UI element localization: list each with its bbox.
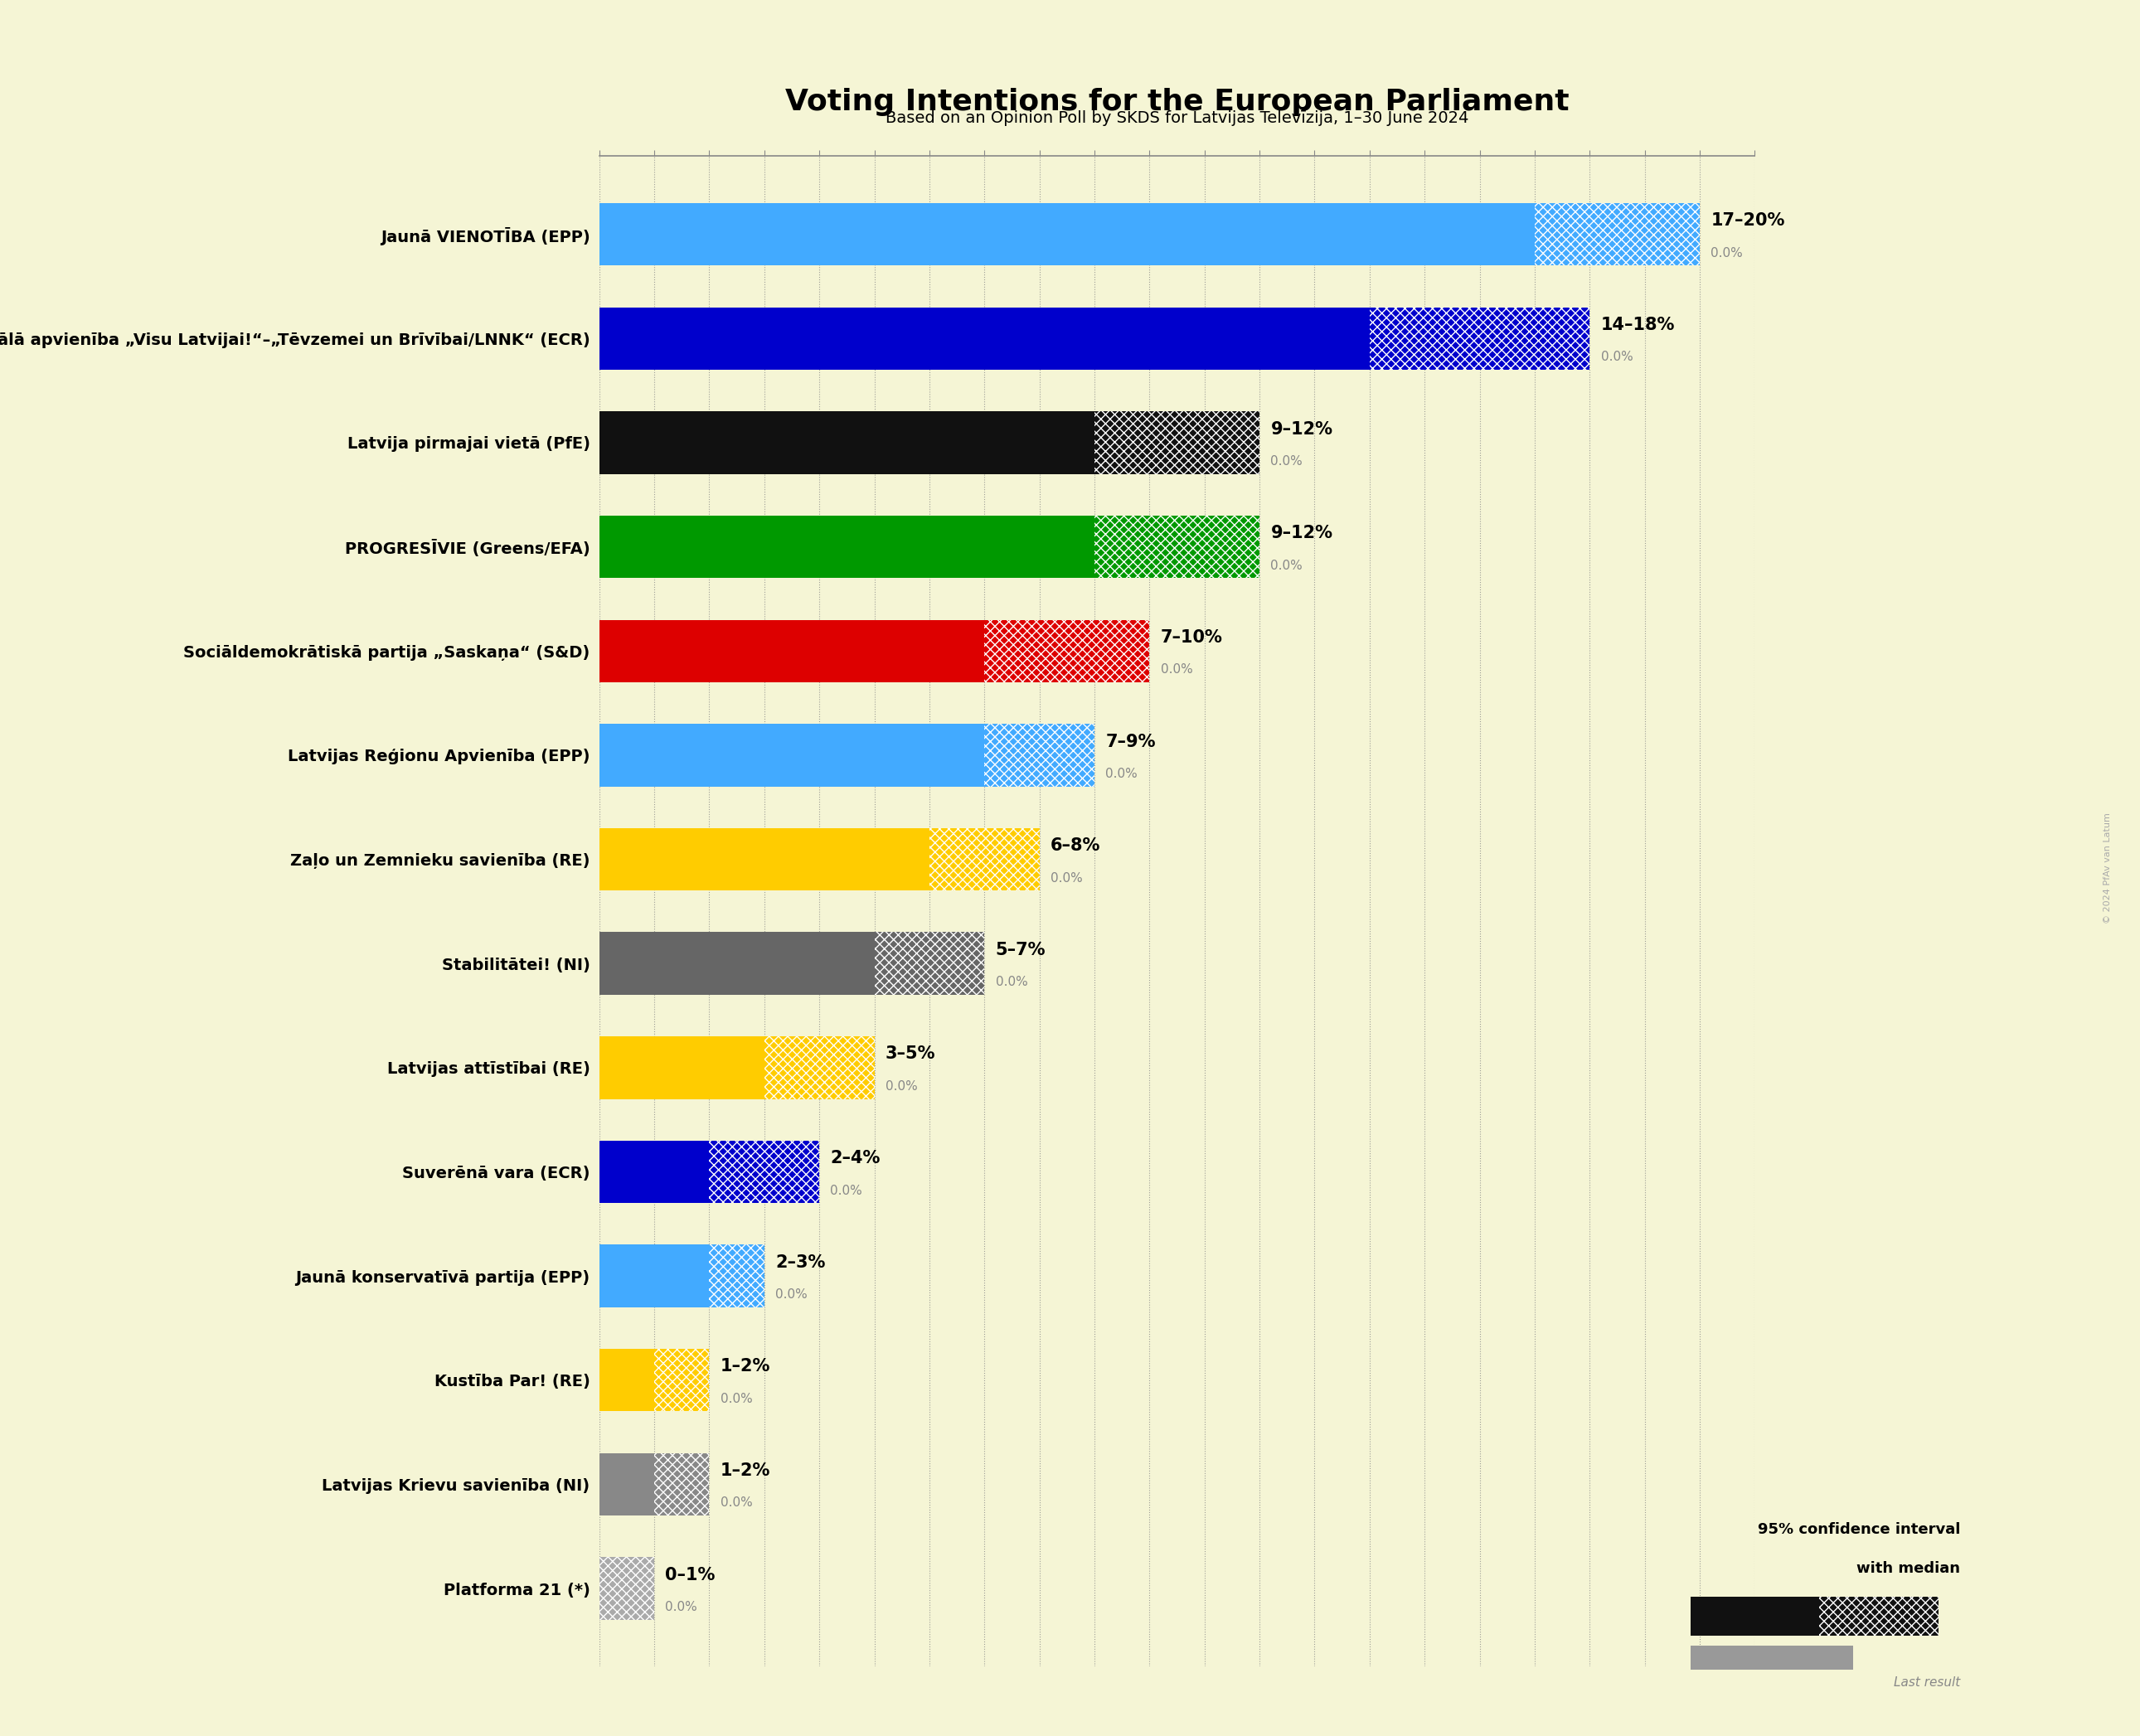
Bar bbox=[599, 932, 875, 995]
Text: 0.0%: 0.0% bbox=[830, 1184, 862, 1196]
Text: 6–8%: 6–8% bbox=[1051, 837, 1100, 854]
Bar bbox=[599, 411, 1094, 474]
Text: Last result: Last result bbox=[1894, 1677, 1960, 1689]
Text: 0.0%: 0.0% bbox=[1271, 559, 1303, 571]
Bar bbox=[929, 828, 1040, 891]
Bar bbox=[655, 1453, 708, 1516]
Bar bbox=[599, 516, 1094, 578]
Text: 0–1%: 0–1% bbox=[666, 1566, 715, 1583]
Bar bbox=[875, 932, 984, 995]
Bar bbox=[599, 1036, 764, 1099]
Text: 0.0%: 0.0% bbox=[1271, 455, 1303, 467]
Bar bbox=[708, 1245, 764, 1307]
Bar bbox=[1094, 411, 1260, 474]
Bar bbox=[599, 724, 984, 786]
Text: 0.0%: 0.0% bbox=[886, 1080, 918, 1092]
Bar bbox=[984, 620, 1149, 682]
Bar bbox=[655, 1349, 708, 1411]
Text: 2–3%: 2–3% bbox=[775, 1253, 826, 1271]
Bar bbox=[1691, 1597, 1819, 1635]
Text: 0.0%: 0.0% bbox=[1160, 663, 1192, 675]
Bar bbox=[1370, 307, 1590, 370]
Bar bbox=[1819, 1597, 1939, 1635]
Text: 2–4%: 2–4% bbox=[830, 1149, 880, 1167]
Text: © 2024 PfAv van Latum: © 2024 PfAv van Latum bbox=[2104, 812, 2112, 924]
Text: 0.0%: 0.0% bbox=[721, 1496, 753, 1509]
Bar bbox=[708, 1141, 820, 1203]
Text: 14–18%: 14–18% bbox=[1601, 316, 1676, 333]
Bar bbox=[1094, 516, 1260, 578]
Text: 9–12%: 9–12% bbox=[1271, 524, 1333, 542]
Text: 1–2%: 1–2% bbox=[721, 1358, 770, 1375]
Text: 0.0%: 0.0% bbox=[666, 1601, 698, 1613]
Bar bbox=[599, 1453, 655, 1516]
Text: 7–10%: 7–10% bbox=[1160, 628, 1222, 646]
Text: 1–2%: 1–2% bbox=[721, 1462, 770, 1479]
Bar bbox=[764, 1036, 875, 1099]
Text: with median: with median bbox=[1858, 1561, 1960, 1576]
Text: 0.0%: 0.0% bbox=[1710, 247, 1742, 259]
Bar bbox=[599, 1141, 708, 1203]
Text: 0.0%: 0.0% bbox=[1601, 351, 1633, 363]
Text: 7–9%: 7–9% bbox=[1106, 733, 1156, 750]
Bar bbox=[984, 724, 1094, 786]
Bar bbox=[1691, 1646, 1853, 1670]
Bar bbox=[599, 203, 1534, 266]
Title: Voting Intentions for the European Parliament: Voting Intentions for the European Parli… bbox=[785, 89, 1569, 116]
Text: 0.0%: 0.0% bbox=[1051, 871, 1083, 884]
Text: Based on an Opinion Poll by SKDS for Latvijas Televīzija, 1–30 June 2024: Based on an Opinion Poll by SKDS for Lat… bbox=[886, 111, 1468, 127]
Bar bbox=[599, 1245, 708, 1307]
Bar bbox=[1534, 203, 1699, 266]
Text: 0.0%: 0.0% bbox=[995, 976, 1027, 988]
Text: 9–12%: 9–12% bbox=[1271, 420, 1333, 437]
Bar bbox=[599, 1349, 655, 1411]
Text: 3–5%: 3–5% bbox=[886, 1045, 935, 1062]
Bar bbox=[599, 620, 984, 682]
Text: 17–20%: 17–20% bbox=[1710, 212, 1785, 229]
Text: 5–7%: 5–7% bbox=[995, 941, 1046, 958]
Text: 0.0%: 0.0% bbox=[775, 1288, 807, 1300]
Bar bbox=[599, 1557, 655, 1620]
Bar bbox=[599, 307, 1370, 370]
Bar bbox=[599, 828, 929, 891]
Text: 0.0%: 0.0% bbox=[1106, 767, 1138, 779]
Text: 95% confidence interval: 95% confidence interval bbox=[1757, 1522, 1960, 1538]
Text: 0.0%: 0.0% bbox=[721, 1392, 753, 1404]
